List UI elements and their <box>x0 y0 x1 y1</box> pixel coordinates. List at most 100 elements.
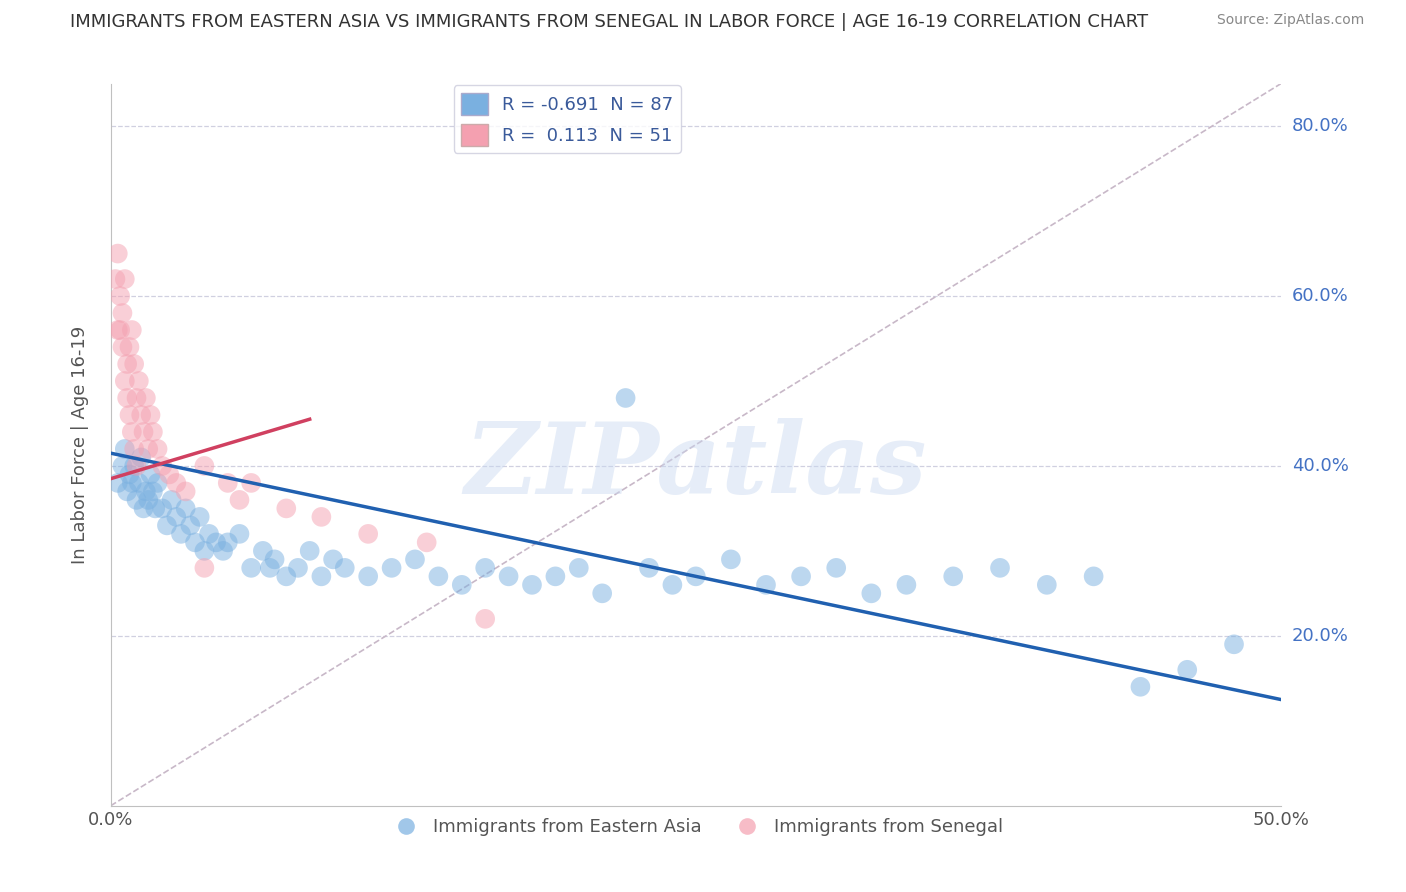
Point <box>118 408 141 422</box>
Point <box>143 501 166 516</box>
Point <box>212 544 235 558</box>
Point <box>146 442 169 456</box>
Point <box>228 492 250 507</box>
Point <box>150 501 173 516</box>
Point <box>128 475 150 490</box>
Text: ZIPatlas: ZIPatlas <box>464 418 927 515</box>
Point <box>333 561 356 575</box>
Point <box>160 492 183 507</box>
Point <box>114 374 136 388</box>
Point <box>240 561 263 575</box>
Y-axis label: In Labor Force | Age 16-19: In Labor Force | Age 16-19 <box>72 326 89 564</box>
Point <box>114 272 136 286</box>
Point <box>415 535 437 549</box>
Point <box>128 374 150 388</box>
Point <box>115 391 138 405</box>
Point <box>157 467 180 482</box>
Point <box>111 458 134 473</box>
Point <box>111 340 134 354</box>
Point <box>125 458 148 473</box>
Point <box>228 527 250 541</box>
Point <box>111 306 134 320</box>
Point <box>942 569 965 583</box>
Point <box>139 408 162 422</box>
Point <box>122 442 145 456</box>
Point <box>156 518 179 533</box>
Point <box>146 475 169 490</box>
Point <box>1083 569 1105 583</box>
Point <box>1129 680 1152 694</box>
Point <box>614 391 637 405</box>
Point <box>170 527 193 541</box>
Point <box>193 544 215 558</box>
Point <box>825 561 848 575</box>
Point <box>217 475 239 490</box>
Point <box>188 509 211 524</box>
Point <box>1175 663 1198 677</box>
Text: IMMIGRANTS FROM EASTERN ASIA VS IMMIGRANTS FROM SENEGAL IN LABOR FORCE | AGE 16-: IMMIGRANTS FROM EASTERN ASIA VS IMMIGRAN… <box>70 13 1149 31</box>
Text: 80.0%: 80.0% <box>1292 117 1348 136</box>
Point <box>135 391 157 405</box>
Point <box>638 561 661 575</box>
Point <box>118 467 141 482</box>
Point <box>217 535 239 549</box>
Point <box>193 458 215 473</box>
Point <box>198 527 221 541</box>
Point <box>1036 578 1059 592</box>
Point <box>165 509 187 524</box>
Point <box>311 569 333 583</box>
Point <box>107 323 129 337</box>
Point <box>107 246 129 260</box>
Point <box>276 569 298 583</box>
Point <box>322 552 344 566</box>
Point <box>122 458 145 473</box>
Point <box>184 535 207 549</box>
Point <box>132 501 155 516</box>
Point <box>427 569 450 583</box>
Point <box>755 578 778 592</box>
Point <box>115 357 138 371</box>
Point <box>357 527 380 541</box>
Point <box>450 578 472 592</box>
Point <box>115 484 138 499</box>
Point <box>860 586 883 600</box>
Point <box>132 425 155 439</box>
Point <box>276 501 298 516</box>
Text: 60.0%: 60.0% <box>1292 287 1348 305</box>
Point <box>104 272 127 286</box>
Point <box>142 425 165 439</box>
Point <box>520 578 543 592</box>
Point <box>240 475 263 490</box>
Point <box>404 552 426 566</box>
Point <box>174 501 197 516</box>
Text: 40.0%: 40.0% <box>1292 457 1348 475</box>
Point <box>136 442 159 456</box>
Legend: Immigrants from Eastern Asia, Immigrants from Senegal: Immigrants from Eastern Asia, Immigrants… <box>381 811 1011 844</box>
Point <box>790 569 813 583</box>
Point <box>108 289 131 303</box>
Point <box>174 484 197 499</box>
Point <box>121 323 143 337</box>
Point <box>150 458 173 473</box>
Point <box>125 391 148 405</box>
Point <box>142 484 165 499</box>
Point <box>135 484 157 499</box>
Point <box>568 561 591 575</box>
Point <box>896 578 918 592</box>
Point <box>287 561 309 575</box>
Point <box>474 612 496 626</box>
Point <box>121 475 143 490</box>
Point <box>498 569 520 583</box>
Point <box>591 586 613 600</box>
Point <box>311 509 333 524</box>
Point <box>685 569 707 583</box>
Point <box>259 561 281 575</box>
Point <box>988 561 1011 575</box>
Text: Source: ZipAtlas.com: Source: ZipAtlas.com <box>1216 13 1364 28</box>
Point <box>129 450 152 465</box>
Point <box>122 357 145 371</box>
Point <box>474 561 496 575</box>
Point <box>252 544 274 558</box>
Point <box>263 552 285 566</box>
Point <box>179 518 201 533</box>
